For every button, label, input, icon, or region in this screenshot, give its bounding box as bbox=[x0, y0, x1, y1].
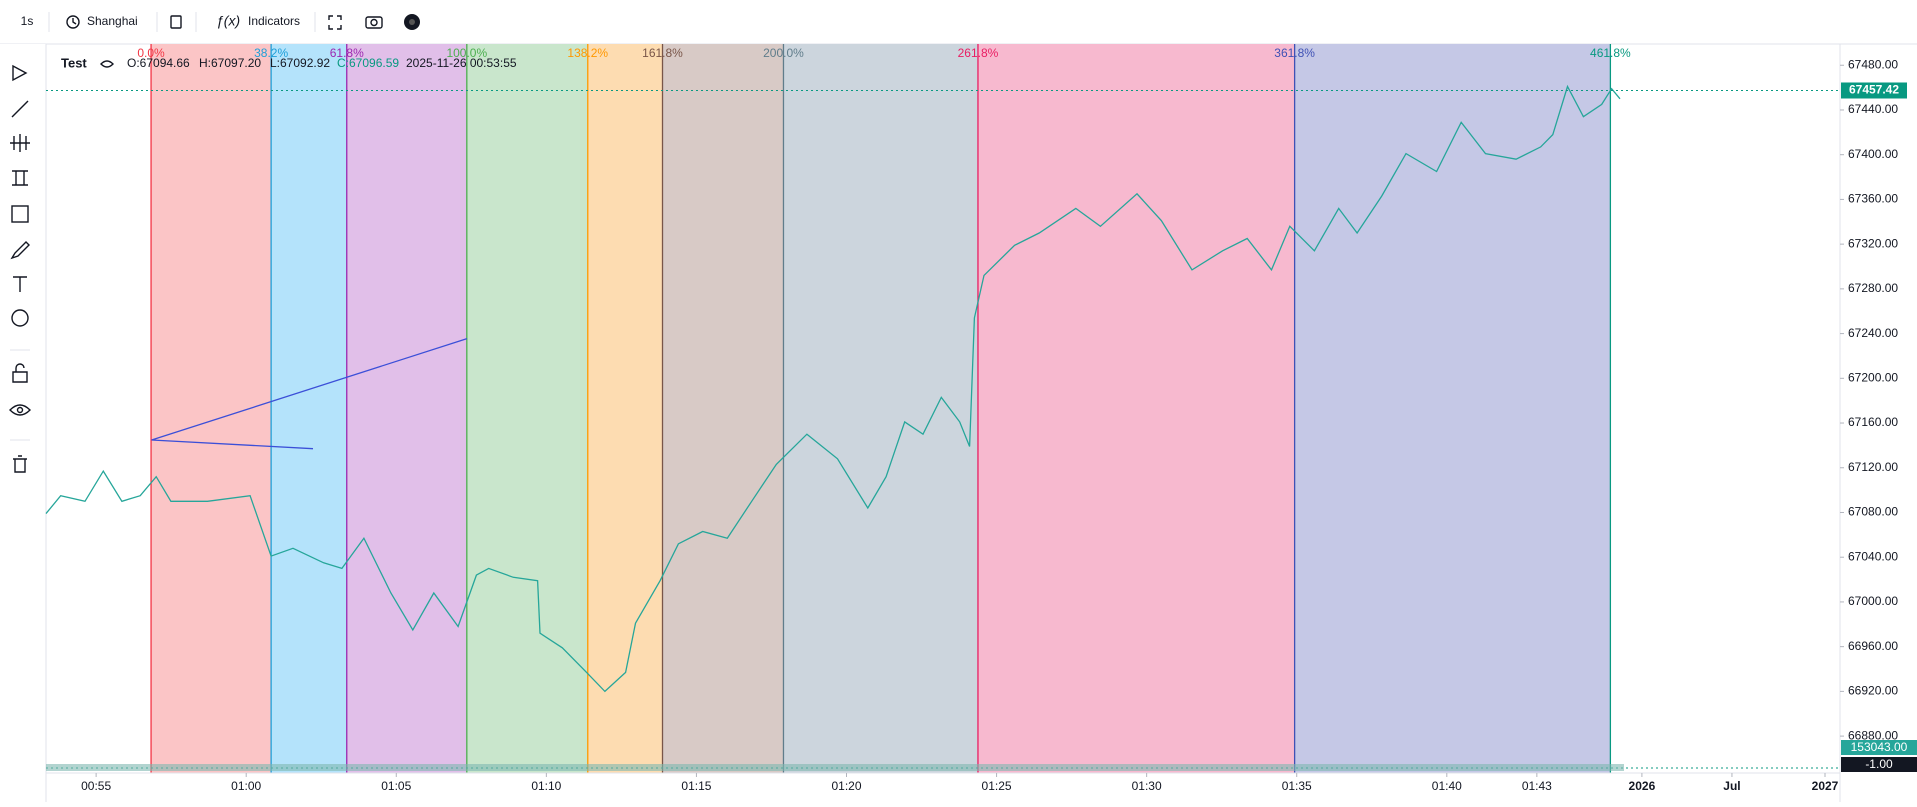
x-tick-label: 01:05 bbox=[381, 779, 411, 793]
x-tick-label: 01:30 bbox=[1132, 779, 1162, 793]
pattern-tool[interactable] bbox=[12, 170, 28, 186]
top-toolbar bbox=[0, 0, 1917, 44]
trend-line[interactable] bbox=[151, 337, 468, 441]
x-tick-label: 01:00 bbox=[231, 779, 261, 793]
symbol-name: Test bbox=[61, 55, 87, 70]
fib-band bbox=[466, 44, 588, 773]
fib-label: 461.8% bbox=[1590, 46, 1631, 60]
fib-label: 361.8% bbox=[1274, 46, 1315, 60]
fib-band bbox=[271, 44, 347, 773]
left-toolbar bbox=[0, 44, 46, 802]
y-tick-label: 67440.00 bbox=[1848, 102, 1898, 116]
interval-button[interactable]: 1s bbox=[21, 14, 34, 28]
x-tick-label: 01:25 bbox=[982, 779, 1012, 793]
y-tick-label: 66880.00 bbox=[1848, 728, 1898, 742]
text-tool[interactable] bbox=[13, 276, 27, 292]
legend-low: L:67092.92 bbox=[270, 56, 330, 70]
y-tick-label: 67120.00 bbox=[1848, 460, 1898, 474]
x-tick-label: 00:55 bbox=[81, 779, 111, 793]
camera-lens bbox=[370, 18, 378, 27]
x-tick-label: Jul bbox=[1723, 779, 1740, 793]
fib-band bbox=[587, 44, 663, 773]
delete-tool[interactable] bbox=[13, 455, 27, 473]
chart-plot: 0.0% 38.2% 61.8% 100.0% 138.2% 161.8% 200.0% 26… bbox=[45, 44, 1631, 773]
legend-close: C:67096.59 bbox=[337, 56, 399, 70]
fib-label: 261.8% bbox=[958, 46, 999, 60]
y-tick-label: 67040.00 bbox=[1848, 549, 1898, 563]
y-tick-label: 67160.00 bbox=[1848, 415, 1898, 429]
y-tick-label: 66960.00 bbox=[1848, 639, 1898, 653]
fib-band bbox=[662, 44, 784, 773]
eye-pupil bbox=[16, 406, 24, 414]
fib-label: 161.8% bbox=[642, 46, 683, 60]
y-tick-label: 66920.00 bbox=[1848, 684, 1898, 698]
y-tick-label: 67400.00 bbox=[1848, 147, 1898, 161]
trend-line-tool[interactable] bbox=[11, 100, 29, 118]
y-tick-label: 67240.00 bbox=[1848, 326, 1898, 340]
fx-icon[interactable]: ƒ(x) bbox=[216, 13, 240, 29]
clock-icon[interactable] bbox=[66, 15, 80, 29]
volume-min-label: -1.00 bbox=[1865, 757, 1893, 771]
chart-type-button[interactable] bbox=[170, 15, 182, 29]
theme-dot bbox=[409, 19, 415, 25]
last-price-box bbox=[1841, 82, 1907, 99]
fullscreen-button[interactable] bbox=[328, 15, 342, 30]
fib-tool[interactable] bbox=[10, 134, 30, 152]
y-tick-label: 67200.00 bbox=[1848, 370, 1898, 384]
y-tick-label: 67080.00 bbox=[1848, 505, 1898, 519]
volume-label: 153043.00 bbox=[1851, 740, 1908, 754]
clock-hand bbox=[72, 18, 77, 25]
fib-label: 0.0% bbox=[137, 46, 165, 60]
shape-tool[interactable] bbox=[11, 205, 29, 223]
lock-tool[interactable] bbox=[12, 363, 28, 383]
y-tick-label: 67320.00 bbox=[1848, 236, 1898, 250]
x-tick-label: 01:10 bbox=[531, 779, 561, 793]
volume-label-box bbox=[1841, 740, 1917, 755]
cursor-tool[interactable] bbox=[12, 64, 28, 82]
volume-bars bbox=[46, 764, 1624, 771]
y-tick-label: 67000.00 bbox=[1848, 594, 1898, 608]
fib-label: 61.8% bbox=[330, 46, 364, 60]
y-tick-label: 67360.00 bbox=[1848, 192, 1898, 206]
x-tick-label: 01:35 bbox=[1282, 779, 1312, 793]
x-tick-label: 01:20 bbox=[831, 779, 861, 793]
trend-line[interactable] bbox=[151, 439, 314, 450]
fib-label: 38.2% bbox=[254, 46, 288, 60]
volume-min-box bbox=[1841, 757, 1917, 772]
fib-band bbox=[346, 44, 467, 773]
fib-band bbox=[977, 44, 1295, 773]
fib-label: 100.0% bbox=[446, 46, 487, 60]
legend-open: O:67094.66 bbox=[127, 56, 190, 70]
legend-time: 2025-11-26 00:53:55 bbox=[406, 56, 517, 70]
price-line bbox=[45, 84, 1621, 693]
timezone-button[interactable]: Shanghai bbox=[87, 14, 138, 28]
legend-eye[interactable] bbox=[100, 60, 114, 68]
fib-band bbox=[783, 44, 978, 773]
fib-band bbox=[1294, 44, 1611, 773]
visibility-tool[interactable] bbox=[9, 404, 31, 416]
last-price-label: 67457.42 bbox=[1849, 83, 1899, 97]
y-tick-label: 67280.00 bbox=[1848, 281, 1898, 295]
indicators-button[interactable]: Indicators bbox=[248, 14, 300, 28]
fib-band bbox=[151, 44, 272, 773]
x-tick-label: 01:43 bbox=[1522, 779, 1552, 793]
x-tick-label: 01:15 bbox=[681, 779, 711, 793]
fib-label: 200.0% bbox=[763, 46, 804, 60]
screenshot-button[interactable] bbox=[365, 16, 383, 29]
brush-tool[interactable] bbox=[10, 241, 30, 260]
x-tick-label: 2027 bbox=[1812, 779, 1839, 793]
emoji-tool[interactable] bbox=[11, 309, 29, 327]
fib-label: 138.2% bbox=[567, 46, 608, 60]
x-tick-label: 01:40 bbox=[1432, 779, 1462, 793]
y-tick-label: 67480.00 bbox=[1848, 57, 1898, 71]
legend-high: H:67097.20 bbox=[199, 56, 261, 70]
x-tick-label: 2026 bbox=[1629, 779, 1656, 793]
